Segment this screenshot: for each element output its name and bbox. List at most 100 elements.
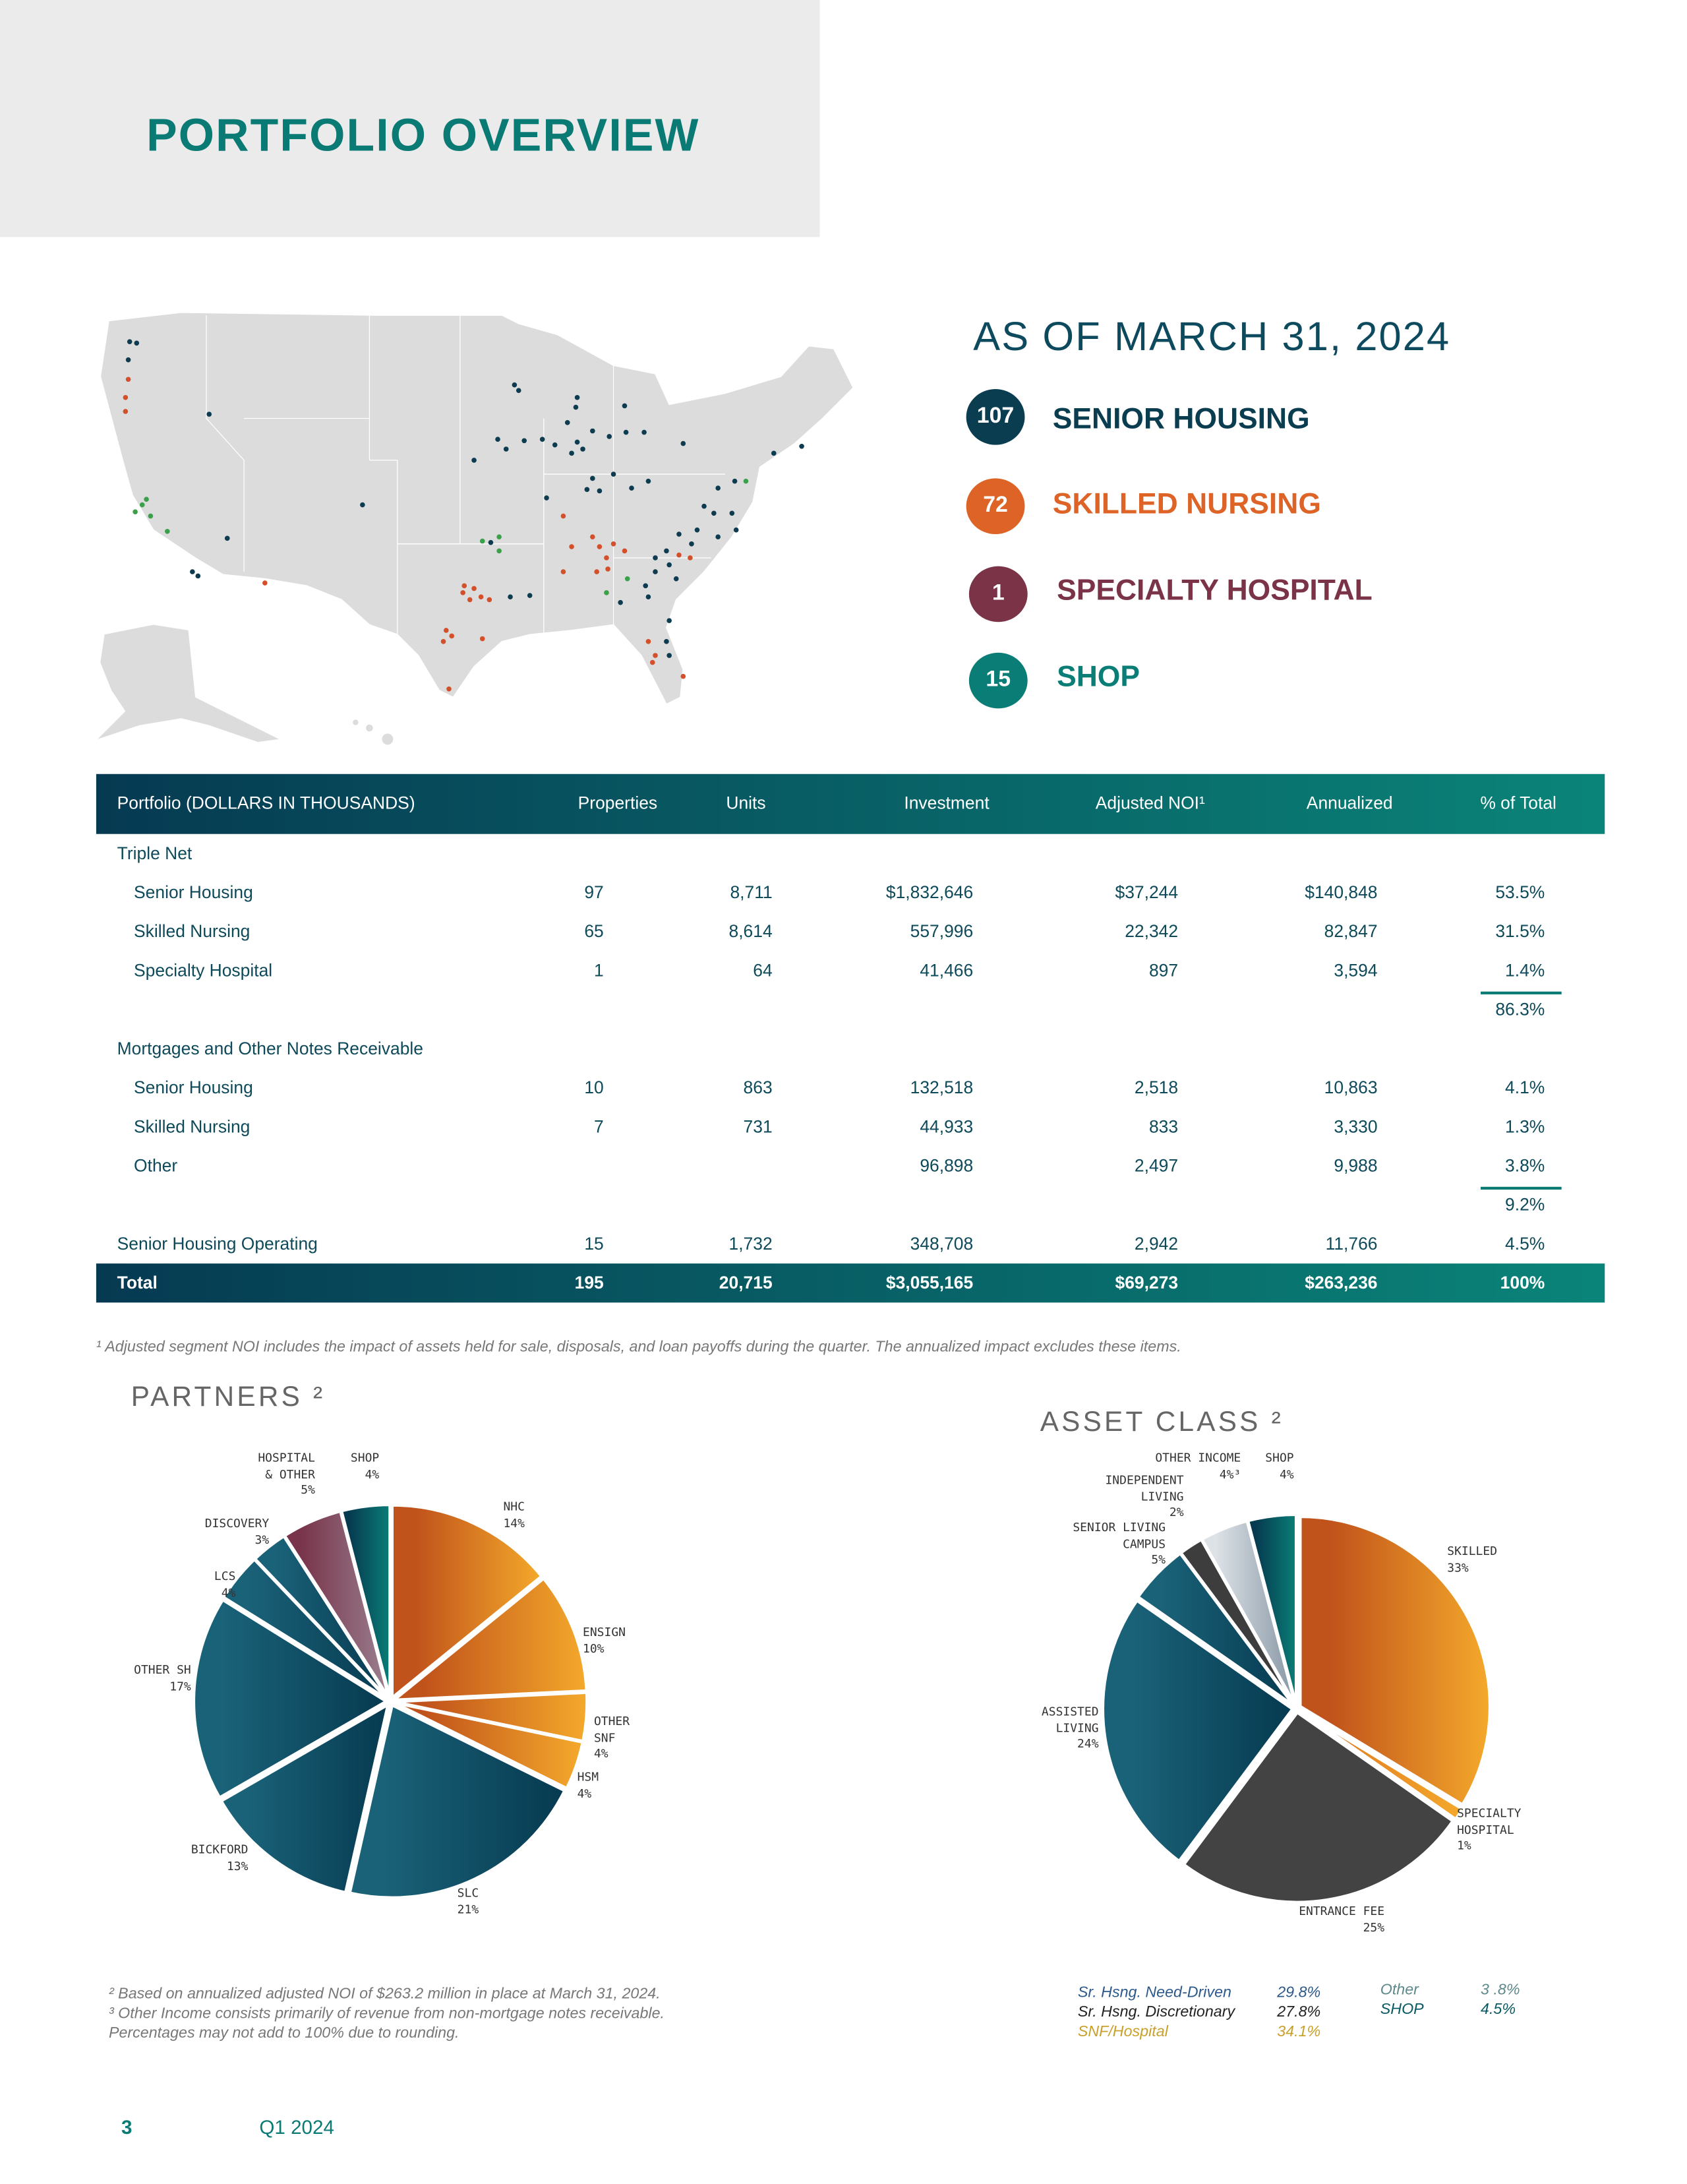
pie-label: SENIOR LIVING CAMPUS 5%: [1073, 1521, 1166, 1569]
cell-noi: 2,518: [1134, 1077, 1179, 1098]
pie-label-value: 1%: [1457, 1839, 1471, 1854]
senior-housing-marker: [715, 485, 721, 491]
skilled-nursing-marker: [676, 552, 682, 558]
cell-properties: 195: [574, 1273, 604, 1293]
pie-label-name: CAMPUS: [1123, 1537, 1166, 1552]
pie-label-value: 17%: [169, 1680, 191, 1694]
cell-units: 863: [743, 1077, 773, 1098]
senior-housing-marker: [694, 527, 700, 533]
pie-label-name: SKILLED: [1447, 1545, 1498, 1560]
pie-label: LCS 4%: [214, 1570, 235, 1602]
senior-housing-marker: [512, 382, 518, 388]
senior-housing-marker: [527, 593, 533, 598]
senior-housing-marker: [503, 446, 509, 452]
cell-annualized: 3,594: [1334, 961, 1378, 981]
senior-housing-marker: [539, 437, 545, 442]
pie-label-value: 5%: [1151, 1553, 1166, 1568]
cell-pct: 1.3%: [1505, 1117, 1545, 1137]
partners-title: PARTNERS ²: [131, 1381, 326, 1413]
pie-label-value: 10%: [583, 1642, 605, 1656]
hawaii-shape: [353, 719, 394, 745]
senior-housing-marker: [552, 442, 558, 448]
senior-housing-marker: [733, 527, 739, 533]
legend-label: Sr. Hsng. Discretionary: [1077, 2004, 1235, 2021]
table-row: Skilled Nursing 65 8,614 557,996 22,342 82,84…: [96, 922, 1605, 950]
section-label: Mortgages and Other Notes Receivable: [96, 1039, 1605, 1067]
skilled-nursing-marker: [123, 409, 129, 414]
skilled-nursing-marker: [461, 583, 467, 589]
senior-housing-marker: [508, 594, 513, 599]
cell-noi: 2,497: [1134, 1156, 1179, 1176]
pie-slice-other-sh: [192, 1598, 389, 1800]
pie-label-value: 4%: [1279, 1467, 1294, 1482]
legend-value: 3 .8%: [1481, 1982, 1520, 1999]
skilled-nursing-marker: [590, 534, 595, 540]
skilled-nursing-marker: [487, 597, 492, 603]
cell-pct: 4.1%: [1505, 1077, 1545, 1098]
senior-housing-count-badge: 107: [966, 389, 1025, 445]
shop-marker: [164, 528, 170, 534]
cell-noi: 833: [1148, 1117, 1179, 1137]
cell-units: 1,732: [728, 1234, 773, 1254]
pie-label-name: NHC: [503, 1500, 525, 1515]
pie-label-value: 33%: [1447, 1561, 1469, 1575]
senior-housing-marker: [488, 539, 494, 545]
senior-housing-marker: [799, 443, 804, 449]
skilled-nursing-marker: [467, 597, 473, 603]
senior-housing-marker: [729, 510, 735, 516]
skilled-nursing-marker: [649, 659, 655, 665]
row-label: Total: [117, 1273, 158, 1293]
subtotal-rule: [1481, 1186, 1562, 1190]
cell-units: 731: [743, 1117, 773, 1137]
cell-pct: 3.8%: [1505, 1156, 1545, 1176]
cell-units: 8,614: [728, 921, 773, 942]
pie-label-name: OTHER: [593, 1715, 630, 1730]
pie-label: SLC 21%: [458, 1887, 479, 1919]
skilled-nursing-marker: [594, 569, 599, 574]
column-header: Annualized: [1306, 793, 1393, 813]
pie-label-value: 4%: [593, 1747, 608, 1762]
section-label: Triple Net: [96, 844, 1605, 872]
pie-label-name: INDEPENDENT: [1105, 1474, 1184, 1488]
pie-label: OTHER SH 17%: [134, 1664, 191, 1696]
senior-housing-marker: [653, 569, 658, 574]
senior-housing-marker: [607, 434, 612, 439]
cell-units: 8,711: [730, 882, 773, 903]
skilled-nursing-marker: [123, 394, 129, 400]
senior-housing-marker: [127, 339, 133, 344]
pie-label: DISCOVERY 3%: [205, 1517, 269, 1550]
senior-housing-marker: [666, 618, 672, 623]
senior-housing-marker: [206, 411, 212, 417]
row-label: Specialty Hospital: [134, 961, 273, 981]
pie-label: SKILLED 33%: [1447, 1545, 1497, 1577]
senior-housing-marker: [134, 340, 140, 346]
row-label: Skilled Nursing: [134, 1117, 251, 1137]
senior-housing-marker: [610, 471, 616, 477]
senior-housing-marker: [666, 562, 672, 568]
senior-housing-marker: [664, 639, 669, 644]
cell-pct: 4.5%: [1505, 1234, 1545, 1254]
pie-label-name: SHOP: [350, 1451, 380, 1466]
subtotal-mortgages: 9.2%: [1505, 1195, 1545, 1215]
senior-housing-marker: [653, 555, 658, 561]
cell-noi: $69,273: [1115, 1273, 1179, 1293]
shop-marker: [624, 576, 630, 582]
table-header: Portfolio (DOLLARS IN THOUSANDS) Properti…: [96, 774, 1605, 834]
pie-label-name: ENTRANCE FEE: [1299, 1904, 1385, 1920]
subtotal-triple-net: 86.3%: [1495, 1000, 1545, 1019]
senior-housing-marker: [689, 541, 694, 547]
senior-housing-marker: [471, 458, 477, 463]
senior-housing-marker: [711, 510, 717, 516]
senior-housing-marker: [732, 478, 738, 484]
property-markers: [123, 339, 804, 692]
skilled-nursing-marker: [440, 639, 446, 644]
header-band: [0, 0, 820, 237]
senior-housing-marker: [574, 439, 580, 445]
pie-label-name: & OTHER: [265, 1467, 315, 1482]
cell-investment: 41,466: [920, 961, 974, 981]
pie-label: OTHER INCOME 4%³: [1155, 1452, 1241, 1484]
legend-label: SNF/Hospital: [1077, 2023, 1168, 2041]
cell-pct: 31.5%: [1495, 921, 1545, 942]
asset-class-title: ASSET CLASS ²: [1040, 1407, 1284, 1438]
